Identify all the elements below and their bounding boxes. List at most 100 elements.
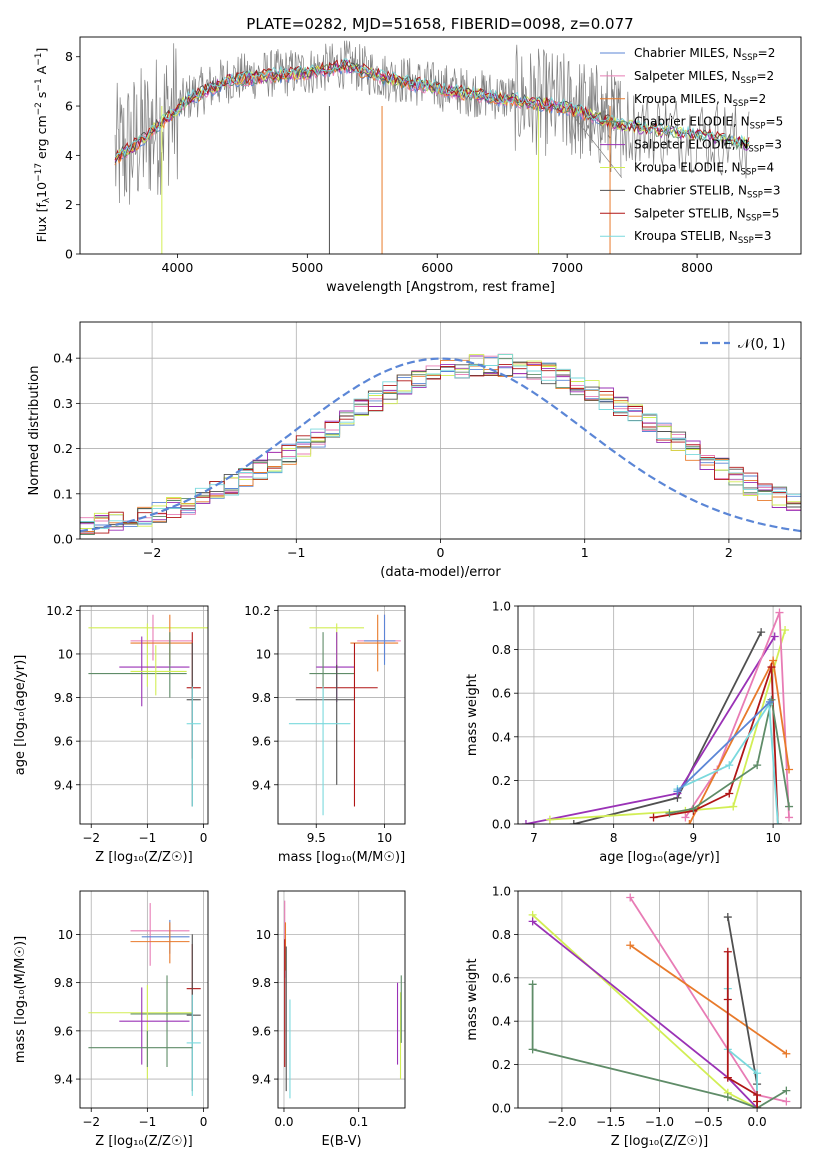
point-chabrier_elodie — [88, 632, 187, 698]
legend-label-sub: SSP — [741, 168, 757, 178]
marker-salpeter_stelib — [723, 1073, 732, 1082]
label-part: s — [34, 92, 49, 103]
tick-label-y: 9.6 — [252, 735, 271, 749]
tick-label-x: −1.0 — [645, 1115, 674, 1129]
tick-label-x: −2 — [82, 831, 100, 845]
legend-label-sub: SSP — [742, 53, 758, 63]
axes-age_vs_Z: −2 −1 0 9.4 9.6 9.8 10 10.2 Z [log₁₀(Z/Z☉)] age [… — [13, 604, 209, 865]
y-axis-label: Flux [fλ10−17 erg cm−2 s−1 A−1] — [34, 48, 52, 243]
legend-label-sub: SSP — [733, 99, 749, 109]
tick-label-x: −2 — [143, 545, 161, 560]
tick-label-y: 0.0 — [53, 532, 73, 547]
tick-label-y: 10.2 — [244, 604, 271, 618]
axes-residuals: −2 −1 0 1 2 0.0 0.1 0.2 0.3 0.4 (data-model)/error… — [27, 321, 802, 580]
legend-label-gauss: 𝒩(0, 1) — [738, 337, 785, 352]
legend-label-salpeter_stelib: Salpeter STELIB, NSSP=5 — [634, 206, 779, 223]
marker-salpeter_stelib — [649, 813, 658, 822]
tick-label-x: −0.5 — [694, 1115, 723, 1129]
point-chabrier_stelib — [295, 664, 355, 785]
label-part: −1 — [34, 78, 44, 91]
tick-label-x: −2 — [82, 1115, 100, 1129]
y-axis-label: mass weight — [465, 958, 480, 1040]
tick-label-y: 0.3 — [53, 396, 73, 411]
x-axis-label: Z [log₁₀(Z/Z☉)] — [95, 1134, 192, 1149]
y-axis-label: mass weight — [465, 674, 480, 756]
legend-label-chabrier_stelib: Chabrier STELIB, NSSP=3 — [634, 183, 781, 200]
marker-kroupa_miles — [685, 820, 694, 824]
tick-label-x: 8 — [610, 831, 618, 845]
series-chabrier_miles — [676, 701, 771, 792]
tick-label-x: 7000 — [551, 260, 583, 275]
tick-label-y: 0.8 — [492, 928, 511, 942]
tick-label-x: 9 — [690, 831, 698, 845]
point-chabrier_miles — [141, 919, 190, 954]
label-part: −2 — [34, 102, 44, 115]
y-axis-label: Normed distribution — [27, 366, 42, 496]
tick-label-y: 9.8 — [54, 976, 73, 990]
marker-salpeter_miles — [681, 813, 690, 822]
marker-chabrier_elodie — [753, 761, 762, 770]
legend-label-text: Salpeter STELIB, N — [634, 206, 746, 220]
tick-label-x: −1 — [139, 1115, 157, 1129]
tick-label-y: 9.4 — [252, 1073, 271, 1087]
tick-label-x: 0 — [200, 1115, 208, 1129]
x-axis-label: age [log₁₀(age/yr)] — [599, 850, 720, 865]
x-axis-label: (data-model)/error — [380, 565, 501, 580]
x-axis-label: Z [log₁₀(Z/Z☉)] — [95, 850, 192, 865]
marker-salpeter_stelib — [753, 1104, 762, 1108]
point-salpeter_miles — [130, 614, 193, 661]
tick-label-y: 0.1 — [53, 486, 73, 501]
marker-kroupa_elodie — [729, 802, 738, 811]
marker-kroupa_miles — [769, 656, 778, 665]
tick-label-x: −1 — [139, 831, 157, 845]
point-salpeter_stelib — [186, 632, 201, 759]
axes-frame — [517, 890, 802, 1109]
axes-frame — [79, 890, 209, 1109]
point-kroupa_elodie — [88, 985, 193, 1080]
legend-label-kroupa_elodie: Kroupa ELODIE, NSSP=4 — [634, 161, 774, 178]
tick-label-x: 1 — [581, 545, 589, 560]
legend-label-sub: SSP — [738, 236, 754, 246]
tick-label-y: 0.6 — [492, 971, 511, 985]
point-kroupa_miles — [350, 614, 399, 672]
series-salpeter_stelib — [653, 666, 779, 824]
tick-label-y: 9.4 — [252, 778, 271, 792]
label-part: A — [34, 65, 49, 78]
model-spectrum-kroupa_elodie — [114, 59, 750, 159]
tick-label-y: 10 — [58, 647, 73, 661]
marker-salpeter_miles — [782, 1097, 791, 1106]
marker-salpeter_stelib — [723, 947, 732, 956]
legend-label-suffix: =3 — [754, 229, 772, 243]
label-part: erg cm — [34, 115, 49, 163]
legend-label-salpeter_elodie: Salpeter ELODIE, NSSP=3 — [634, 138, 782, 155]
legend-label-text: Kroupa STELIB, N — [634, 229, 738, 243]
axes-massweight_vs_age: 7 8 9 10 0.0 0.2 0.4 0.6 0.8 1.0 age [log₁₀(age/yr… — [465, 600, 802, 865]
axes-frame — [277, 890, 406, 1109]
series-kroupa_miles — [629, 944, 787, 1055]
marker-chabrier_stelib — [757, 628, 766, 637]
x-axis-label: Z [log₁₀(Z/Z☉)] — [611, 1134, 708, 1149]
legend-label-text: Kroupa MILES, N — [634, 92, 733, 106]
y-axis-label: mass [log₁₀(M/M☉)] — [13, 936, 28, 1063]
tick-label-y: 0.4 — [53, 351, 73, 366]
tick-label-y: 6 — [65, 99, 73, 114]
marker-chabrier_elodie — [665, 809, 674, 818]
label-part: −1 — [34, 53, 44, 66]
point-salpeter_miles — [130, 903, 190, 966]
point-kroupa_stelib — [288, 686, 351, 816]
model-spectrum-kroupa_stelib — [114, 58, 750, 158]
tick-label-y: 9.8 — [252, 976, 271, 990]
axes-frame — [517, 605, 802, 825]
tick-label-y: 0.2 — [492, 1058, 511, 1072]
marker-chabrier_stelib — [569, 820, 578, 824]
plot-area — [528, 893, 791, 1108]
legend-label-text: Chabrier ELODIE, N — [634, 115, 750, 129]
marker-salpeter_stelib — [725, 789, 734, 798]
marker-kroupa_stelib — [773, 820, 782, 824]
marker-salpeter_miles — [775, 608, 784, 617]
marker-chabrier_miles — [673, 787, 682, 796]
tick-label-x: 9.5 — [307, 831, 326, 845]
legend-label-chabrier_miles: Chabrier MILES, NSSP=2 — [634, 46, 775, 63]
tick-label-x: 0.0 — [748, 1115, 767, 1129]
